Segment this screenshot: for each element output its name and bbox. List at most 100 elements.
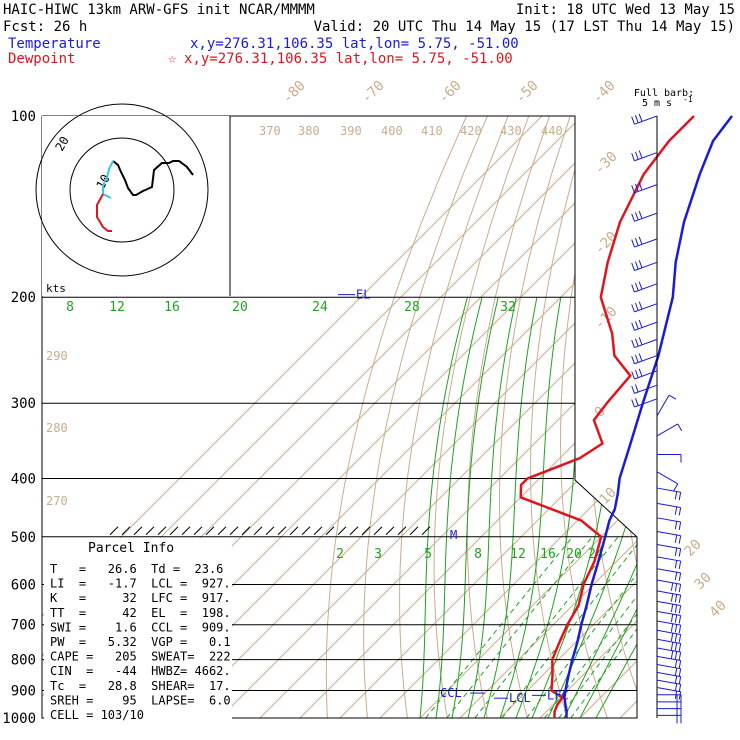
wind-barb-staff [656, 610, 681, 616]
barb-legend-exponent: -1 [683, 95, 693, 104]
freezing-hatch [409, 526, 419, 536]
wind-barb-flag [635, 261, 639, 270]
wind-barb-flag [674, 560, 678, 569]
wind-barb-flag [674, 683, 678, 692]
wind-barb-flag [670, 614, 674, 623]
dry-adiabat-line [325, 116, 468, 718]
wind-barb-flag [674, 624, 678, 633]
wind-barb-flag [631, 185, 635, 193]
wind-barb-flag [674, 651, 678, 660]
pressure-tick-label: 1000 [2, 711, 36, 727]
wind-barb-flag [674, 547, 678, 556]
wind-barb-staff [656, 664, 681, 670]
pressure-tick-label: 100 [11, 109, 36, 125]
dry-adiabat-line [530, 116, 592, 718]
wind-barb-flag [670, 623, 674, 632]
wind-barb-flag [674, 534, 678, 543]
legend-dewpoint-label: Dewpoint [8, 51, 75, 67]
barb-legend-units: 5 m s [642, 98, 672, 109]
wind-barb-flag [674, 604, 678, 613]
wind-barb-flag [635, 302, 639, 311]
wind-barb-flag [638, 353, 643, 362]
theta-label: 410 [421, 124, 443, 138]
wind-barb-flag [635, 115, 639, 124]
isotherm-line [379, 116, 637, 718]
header-title: HAIC-HIWC 13km ARW-GFS init NCAR/MMMM [3, 2, 315, 18]
pressure-tick-label: 700 [11, 618, 36, 634]
wind-barb-flag [678, 560, 682, 570]
wind-barb-flag [677, 423, 683, 432]
wind-barb-flag [635, 212, 639, 221]
temperature-tick-label: -80 [280, 78, 309, 107]
wind-barb-flag [631, 356, 635, 364]
parcel-info-title: Parcel Info [88, 541, 174, 556]
wind-barb-flag [678, 625, 682, 634]
wind-barb-flag [674, 506, 678, 515]
mixing-ratio-label: 2 [336, 547, 344, 562]
wind-barb-flag [674, 675, 678, 684]
isotherm-line [339, 116, 637, 718]
dry-adiabat-line [672, 116, 740, 718]
mixing-ratio-line [544, 536, 637, 718]
wind-barb-flag [638, 260, 643, 268]
moist-adiabat-line [467, 297, 517, 718]
freezing-hatch [217, 526, 227, 536]
wind-barb-flag [635, 384, 639, 393]
dry-adiabat-line [697, 116, 740, 718]
moist-adiabat-line [595, 297, 637, 718]
diagram-frame [41, 115, 638, 719]
mixing-ratio-line [474, 536, 619, 718]
wind-barb-flag [631, 262, 635, 271]
wind-barb-flag [638, 301, 643, 310]
parcel-info-row: T = 26.6 Td = 23.6 [50, 562, 223, 576]
wind-barb-flag [678, 548, 682, 557]
hodograph-ring-10 [69, 137, 175, 243]
mixing-ratio-line [570, 536, 637, 718]
wind-barb-flag [631, 213, 635, 222]
parcel-info-box [44, 538, 232, 726]
wind-barb-flag [674, 667, 678, 676]
wind-barb-flag [678, 660, 682, 669]
wind-barb-flag [638, 150, 643, 159]
lfc-level-label: LFC [547, 688, 569, 702]
wind-barb-staff [656, 590, 681, 596]
mixing-ratio-label: 8 [474, 547, 482, 562]
freezing-hatch [277, 526, 287, 536]
theta-label: 390 [340, 124, 362, 138]
pressure-tick-label: 300 [11, 396, 36, 412]
ccl-level-label: CCL [440, 686, 462, 700]
pressure-tick-label: 800 [11, 653, 36, 669]
wind-barb-flag [635, 321, 639, 330]
wind-barb-flag [635, 183, 639, 192]
wind-barb-flag [674, 521, 678, 530]
freezing-hatch [253, 526, 263, 536]
wind-barb-flag [678, 615, 682, 624]
freezing-hatch [397, 526, 407, 536]
moist-adiabat-label: 8 [66, 300, 74, 315]
wind-barb-flag [674, 614, 678, 623]
freezing-hatch [205, 526, 215, 536]
temperature-profile-line [563, 115, 733, 719]
wind-barb-staff [634, 398, 658, 408]
wind-barb-staff [656, 620, 681, 626]
mixing-ratio-line [501, 536, 637, 718]
dry-adiabat-line [559, 116, 613, 718]
wind-barb-flag [638, 319, 643, 328]
wind-barb-flag [638, 113, 643, 122]
dry-adiabat-line [399, 116, 509, 718]
wind-barbs [631, 113, 683, 724]
header-valid: Valid: 20 UTC Thu 14 May 15 (17 LST Thu … [314, 19, 735, 35]
freezing-hatch [133, 526, 143, 536]
wind-barb-staff [656, 638, 681, 644]
freezing-hatch [289, 526, 299, 536]
wind-barb-flag [631, 304, 635, 313]
wind-barb-flag [674, 594, 678, 603]
freezing-hatch [421, 526, 431, 536]
freezing-hatch [313, 526, 323, 536]
wind-barb-flag [678, 652, 682, 661]
pressure-tick-label: 200 [11, 290, 36, 306]
wind-barb-flag [631, 399, 635, 408]
moist-adiabat-label: 28 [404, 300, 420, 315]
pressure-tick-label: 900 [11, 683, 36, 699]
